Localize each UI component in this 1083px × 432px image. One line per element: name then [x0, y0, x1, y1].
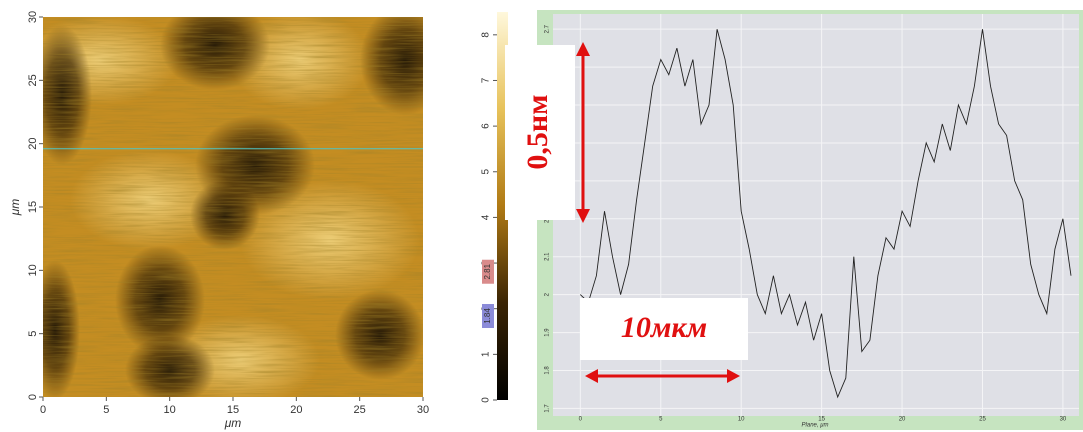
y-tick-label: 1.8: [545, 366, 551, 375]
height-annotation: 0,5нм: [521, 94, 554, 169]
x-tick-label: 20: [899, 417, 906, 423]
arrow-head: [576, 42, 590, 56]
y-tick-label: 0: [27, 394, 39, 400]
y-tick-label: 1.9: [545, 328, 551, 337]
y-tick-label: 1.7: [545, 404, 551, 413]
y-tick-label: 25: [27, 74, 39, 86]
y-tick-label: 5: [27, 331, 39, 337]
colorbar-marker: [482, 304, 494, 329]
afm-image: [43, 17, 423, 397]
x-tick-label: 30: [417, 404, 429, 416]
x-tick-label: 10: [738, 417, 745, 423]
colorbar-tick-label: 8: [481, 32, 492, 38]
profile-line: [579, 29, 1072, 399]
colorbar-tick-label: 1: [481, 351, 492, 357]
y-tick-label: 15: [27, 201, 39, 213]
x-tick-label: 5: [103, 404, 109, 416]
x-tick-label: 10: [164, 404, 176, 416]
colorbar-tick-label: 7: [481, 77, 492, 83]
label-box: [580, 298, 748, 360]
arrow-head: [727, 369, 740, 383]
colorbar-tick-label: 5: [481, 169, 492, 175]
y-tick-label: 2.1: [545, 252, 551, 261]
colorbar-marker-label: 1.84: [483, 308, 492, 324]
x-tick-label: 5: [659, 417, 663, 423]
x-tick-label: 15: [818, 417, 825, 423]
y-tick-label: 30: [27, 11, 39, 23]
colorbar-marker: [482, 259, 494, 284]
label-box: [505, 45, 575, 220]
x-axis-label: Plane, μm: [802, 423, 829, 429]
x-tick-label: 25: [979, 417, 986, 423]
width-annotation: 10мкм: [621, 311, 707, 344]
colorbar-marker-label: 2.81: [483, 263, 492, 279]
colorbar-tick-label: 4: [481, 214, 492, 220]
colorbar: [497, 12, 508, 400]
y-tick-label: 10: [27, 264, 39, 276]
x-tick-label: 25: [354, 404, 366, 416]
colorbar-tick-label: 6: [481, 123, 492, 129]
x-tick-label: 0: [579, 417, 583, 423]
x-tick-label: 20: [290, 404, 302, 416]
arrow-head: [585, 369, 598, 383]
arrow-head: [576, 209, 590, 223]
x-tick-label: 30: [1060, 417, 1067, 423]
x-tick-label: 15: [227, 404, 239, 416]
y-axis-label: μm: [8, 199, 22, 217]
y-tick-label: 20: [27, 138, 39, 150]
y-tick-label: 2: [545, 292, 551, 296]
colorbar-tick-label: 0: [481, 397, 492, 403]
x-axis-label: μm: [224, 416, 242, 430]
y-tick-label: 2.7: [545, 24, 551, 33]
x-tick-label: 0: [40, 404, 46, 416]
